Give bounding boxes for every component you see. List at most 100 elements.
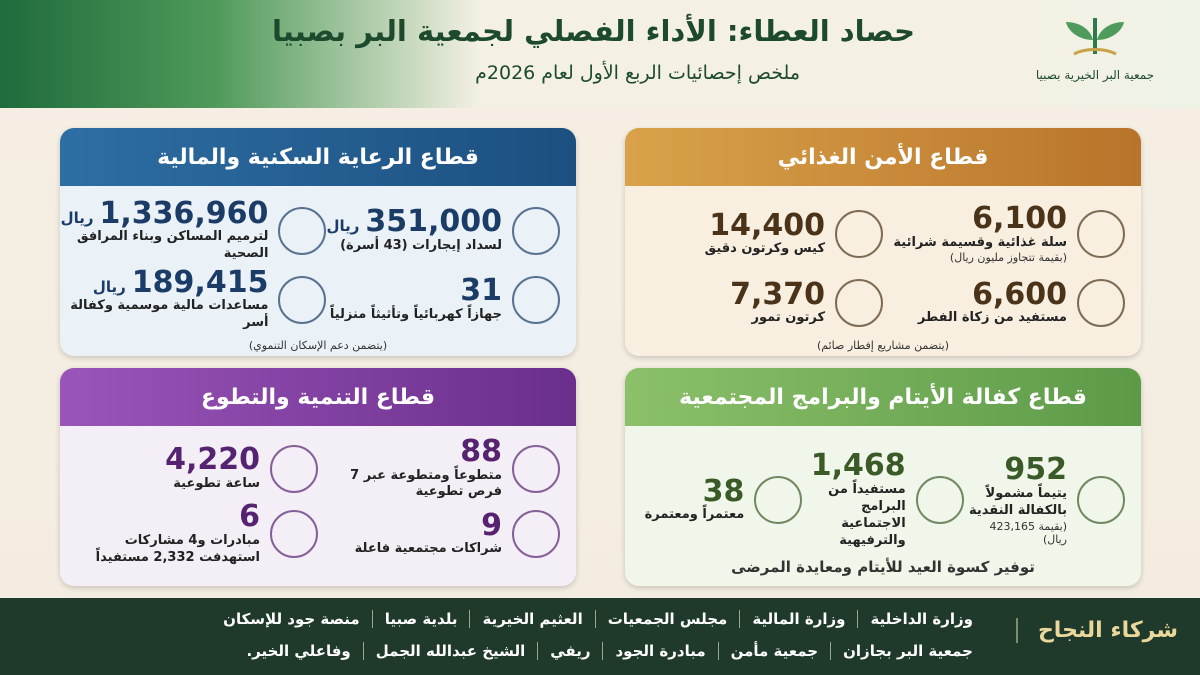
stat-item: 952 يتيماً مشمولاً بالكفالة النقدية (بقيمة… bbox=[964, 436, 1125, 564]
stat-value: 4,220 bbox=[165, 442, 260, 478]
stat-line: 4,220 bbox=[165, 444, 260, 476]
stat-item: 6 مبادرات و4 مشاركات استهدفت 2,332 مستفيد… bbox=[76, 501, 318, 566]
stat-item: 88 متطوعاً ومتطوعة عبر 7 فرص تطوعية bbox=[318, 436, 560, 501]
stat-item: 6,600 مستفيد من زكاة الفطر bbox=[883, 272, 1125, 335]
stat-text: 9 شراكات مجتمعية فاعلة bbox=[354, 507, 502, 558]
stat-value: 88 bbox=[460, 434, 502, 469]
stat-note: (بقيمة تتجاوز مليون ريال) bbox=[949, 251, 1067, 265]
stat-item: 4,220 ساعة تطوعية bbox=[76, 436, 318, 501]
stat-label: متطوعاً ومتطوعة عبر 7 فرص تطوعية bbox=[350, 467, 502, 500]
stat-value: 1,468 bbox=[810, 448, 906, 484]
stat-label: مستفيد من زكاة الفطر bbox=[917, 310, 1067, 326]
partner: مبادرة الجود bbox=[602, 642, 717, 660]
subtitle: ملخص إحصائيات الربع الأول لعام 2026م bbox=[475, 62, 800, 84]
stat-label: لسداد إيجارات (43 أسرة) bbox=[340, 237, 502, 253]
panel-title: قطاع الرعاية السكنية والمالية bbox=[157, 144, 479, 170]
stat-value: 9 bbox=[481, 507, 502, 543]
stat-text: 952 يتيماً مشمولاً بالكفالة النقدية (بقيمة… bbox=[964, 454, 1067, 546]
stat-item: 189,415 ريال مساعدات مالية موسمية وكفالة أ… bbox=[61, 265, 327, 334]
stat-line: 6 bbox=[76, 501, 260, 533]
partner: وفاعلي الخير. bbox=[246, 642, 351, 660]
stat-item: 9 شراكات مجتمعية فاعلة bbox=[318, 501, 560, 566]
partner: جمعية البر بجازان bbox=[830, 642, 985, 660]
panel-body: 952 يتيماً مشمولاً بالكفالة النقدية (بقيمة… bbox=[625, 426, 1141, 586]
stat-value: 952 bbox=[1004, 452, 1067, 488]
logo-mark bbox=[1066, 18, 1124, 56]
stat-icon bbox=[512, 509, 560, 558]
stat-item: 38 معتمراً ومعتمرة bbox=[641, 436, 803, 564]
partner: ريفي bbox=[537, 642, 602, 660]
stat-label: مبادرات و4 مشاركات استهدفت 2,332 مستفيدا… bbox=[95, 532, 260, 565]
stat-item: 14,400 كيس وكرتون دقيق bbox=[641, 196, 883, 272]
stat-text: 6 مبادرات و4 مشاركات استهدفت 2,332 مستفيد… bbox=[76, 501, 260, 566]
stat-line: 952 bbox=[964, 454, 1067, 486]
stat-line: 9 bbox=[355, 507, 502, 543]
stat-label: ساعة تطوعية bbox=[173, 475, 260, 491]
stat-text: 1,336,960 ريال لترميم المساكن وبناء المراف… bbox=[61, 198, 269, 263]
stat-label: جهازاً كهربائياً وتأثيثاً منزلياً bbox=[329, 306, 502, 322]
stat-value: 7,370 bbox=[730, 276, 825, 312]
stat-icon bbox=[512, 275, 560, 324]
partner: وزارة الداخلية bbox=[857, 610, 985, 628]
logo-text: جمعية البر الخيرية بصبيا bbox=[1035, 68, 1155, 82]
stat-text: 351,000 ريال لسداد إيجارات (43 أسرة) bbox=[326, 206, 502, 254]
stat-icon bbox=[835, 278, 883, 327]
panel: قطاع التنمية والتطوع 88 متطوعاً ومتطوعة عب… bbox=[60, 368, 576, 586]
stat-icon bbox=[278, 206, 327, 255]
stat-line: 38 bbox=[645, 476, 745, 508]
header: حصاد العطاء: الأداء الفصلي لجمعية البر ب… bbox=[0, 0, 1200, 108]
stat-value: 6 bbox=[239, 499, 260, 535]
stat-line: 351,000 ريال bbox=[326, 206, 502, 238]
stat-line: 7,370 bbox=[730, 276, 825, 312]
stat-value: 31 bbox=[460, 273, 502, 309]
stat-value: 351,000 bbox=[365, 204, 502, 240]
stat-label: لترميم المساكن وبناء المرافق الصحية bbox=[76, 229, 269, 262]
stat-icon bbox=[1077, 209, 1125, 258]
stat-text: 189,415 ريال مساعدات مالية موسمية وكفالة أ… bbox=[61, 267, 269, 332]
stat-item: 1,468 مستفيداً من البرامج الاجتماعية والت… bbox=[802, 436, 964, 564]
stat-label: مساعدات مالية موسمية وكفالة أسر bbox=[70, 298, 269, 331]
stat-item: 7,370 كرتون تمور bbox=[641, 272, 883, 335]
stat-item: 1,336,960 ريال لترميم المساكن وبناء المراف… bbox=[61, 196, 327, 265]
panel-footnote: (يتضمن دعم الإسكان التنموي) bbox=[248, 339, 388, 352]
stat-value: 38 bbox=[702, 473, 745, 509]
stat-text: 6,600 مستفيد من زكاة الفطر bbox=[917, 276, 1067, 327]
panel-footnote: (يتضمن مشاريع إفطار صائم) bbox=[816, 339, 950, 352]
stat-label: شراكات مجتمعية فاعلة bbox=[354, 541, 502, 557]
stat-text: 38 معتمراً ومعتمرة bbox=[645, 476, 745, 524]
stat-icon bbox=[512, 206, 560, 255]
stat-line: 88 bbox=[318, 436, 502, 468]
stat-unit: ريال bbox=[92, 277, 126, 296]
stat-value: 6,600 bbox=[972, 276, 1067, 312]
stat-line: 6,100 bbox=[893, 203, 1067, 235]
stat-value: 6,100 bbox=[972, 201, 1067, 237]
partner: جمعية مأمن bbox=[717, 642, 830, 660]
footer: شركاء النجاح وزارة الداخلية وزارة المالية… bbox=[0, 598, 1200, 675]
partner: الشيخ عبدالله الجمل bbox=[362, 642, 537, 660]
stat-unit: ريال bbox=[60, 208, 94, 227]
stat-text: 6,100 سلة غذائية وقسيمة شرائية (بقيمة تتجا… bbox=[893, 203, 1067, 265]
stat-text: 14,400 كيس وكرتون دقيق bbox=[705, 209, 825, 258]
partner: مجلس الجمعيات bbox=[594, 610, 740, 628]
panel-header: قطاع الأمن الغذائي bbox=[625, 128, 1141, 186]
stat-icon bbox=[512, 444, 560, 493]
stat-icon bbox=[270, 509, 318, 558]
panel: قطاع كفالة الأيتام والبرامج المجتمعية 952… bbox=[625, 368, 1141, 586]
panel-body: 88 متطوعاً ومتطوعة عبر 7 فرص تطوعية 4,220 س… bbox=[60, 426, 576, 586]
panel-title: قطاع التنمية والتطوع bbox=[201, 384, 435, 410]
partner: وزارة المالية bbox=[739, 610, 857, 628]
partners-row: جمعية البر بجازان جمعية مأمن مبادرة الجود ر… bbox=[234, 642, 985, 660]
stat-label: كرتون تمور bbox=[751, 310, 825, 326]
stat-item: 31 جهازاً كهربائياً وتأثيثاً منزلياً bbox=[326, 265, 560, 334]
stat-line: 1,336,960 ريال bbox=[61, 198, 269, 230]
stat-icon bbox=[835, 209, 883, 258]
stat-icon bbox=[1077, 278, 1125, 327]
panel-body: 6,100 سلة غذائية وقسيمة شرائية (بقيمة تتجا… bbox=[625, 186, 1141, 356]
stat-line: 1,468 bbox=[802, 448, 906, 484]
stat-unit: ريال bbox=[326, 217, 360, 236]
stat-text: 7,370 كرتون تمور bbox=[730, 276, 825, 327]
stat-label: يتيماً مشمولاً بالكفالة النقدية bbox=[968, 485, 1067, 518]
partner: منصة جود للإسكان bbox=[223, 610, 360, 628]
stat-text: 4,220 ساعة تطوعية bbox=[165, 444, 260, 492]
